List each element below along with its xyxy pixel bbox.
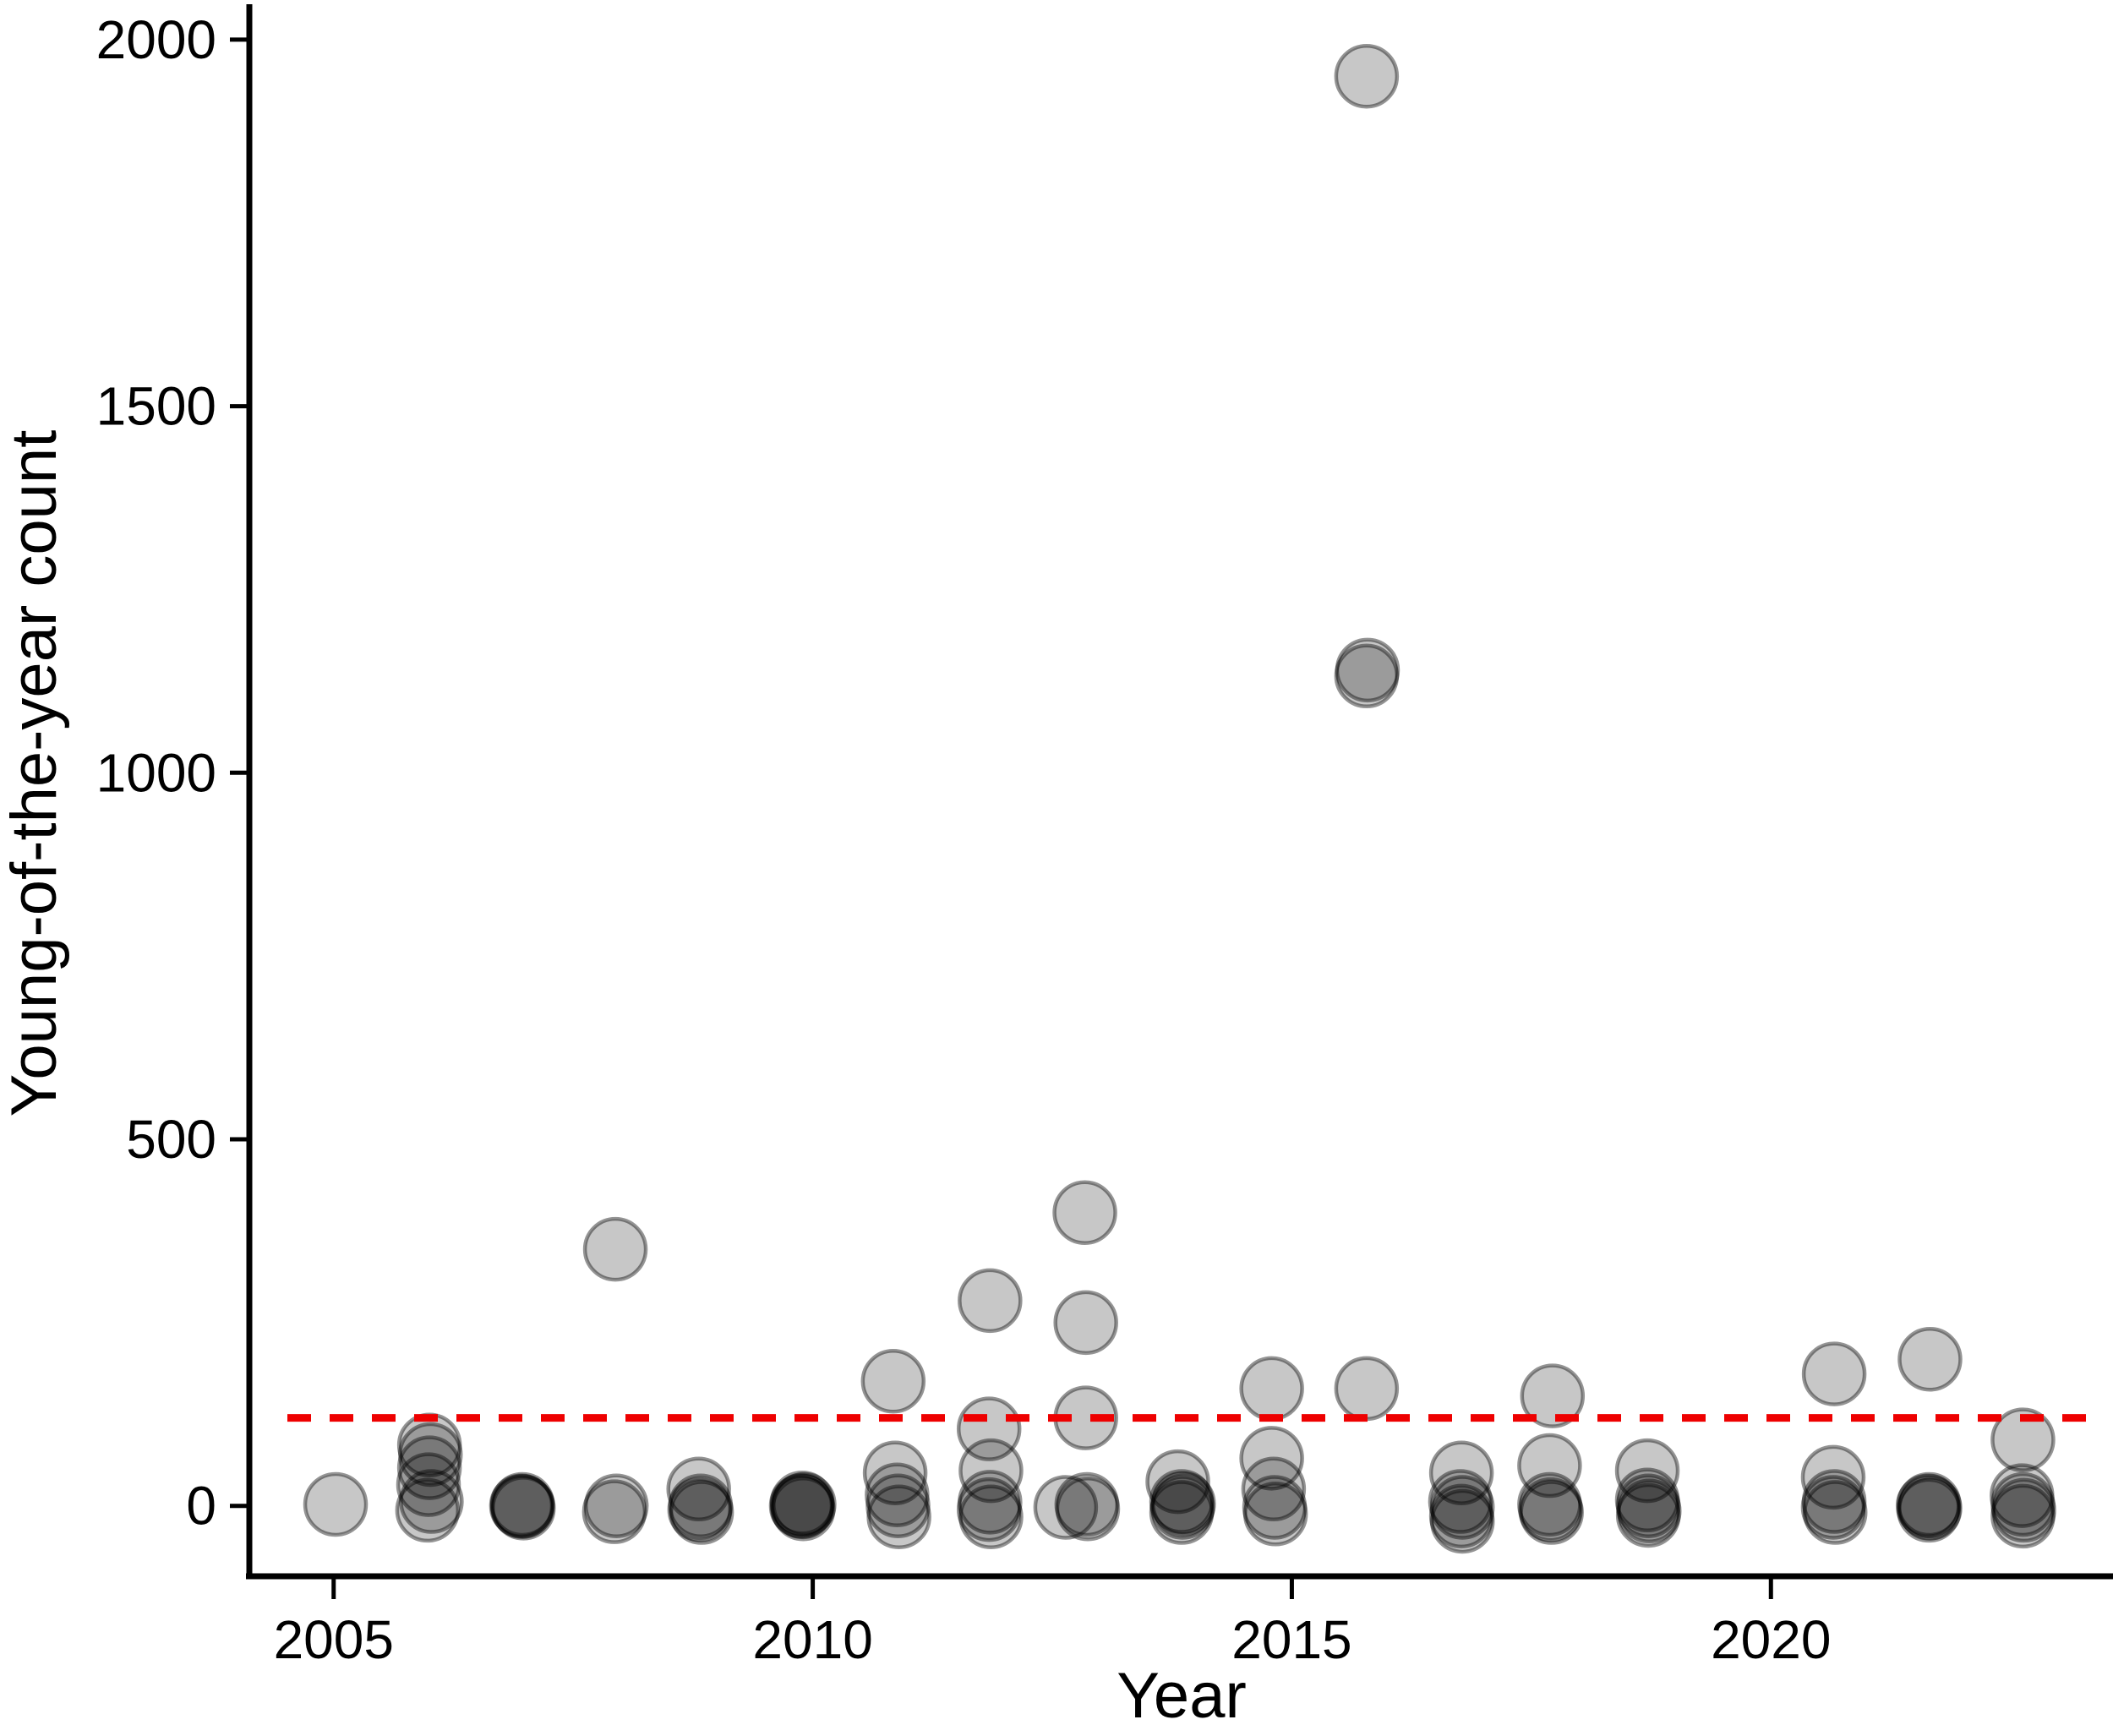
data-point (489, 1471, 555, 1537)
data-point (398, 1422, 463, 1488)
data-point (669, 1480, 734, 1545)
data-point (1241, 1456, 1307, 1522)
data-point (771, 1476, 836, 1542)
data-point (1151, 1471, 1216, 1537)
data-point (958, 1268, 1023, 1334)
data-point (1052, 1180, 1117, 1245)
y-axis-ticks: 0 500 1000 1500 2000 (96, 9, 249, 1537)
data-point (303, 1471, 369, 1537)
data-point (489, 1474, 555, 1539)
data-point (1428, 1469, 1493, 1534)
data-point (1895, 1473, 1961, 1538)
x-axis-ticks: 2005 2010 2015 2020 (274, 1579, 1831, 1670)
data-point (1990, 1471, 2056, 1537)
y-tick-label: 1500 (96, 376, 216, 437)
data-points-layer (303, 43, 2056, 1554)
data-point (1991, 1477, 2056, 1543)
data-point (1149, 1475, 1215, 1540)
data-point (1990, 1407, 2056, 1472)
y-tick-label: 1000 (96, 742, 216, 803)
y-tick-label: 500 (126, 1109, 216, 1170)
data-point (1614, 1467, 1680, 1533)
data-point (1990, 1483, 2056, 1549)
data-point (581, 1479, 647, 1544)
data-point (1517, 1433, 1582, 1499)
data-point (1334, 1356, 1400, 1422)
data-point (396, 1435, 462, 1500)
y-axis-title: Young-of-the-year count (0, 430, 70, 1117)
data-point (1615, 1482, 1681, 1548)
x-tick-label: 2020 (1711, 1609, 1831, 1670)
data-point (666, 1456, 731, 1522)
data-point (1242, 1475, 1308, 1540)
data-point (958, 1438, 1024, 1504)
data-point (956, 1396, 1022, 1461)
y-tick-label: 0 (186, 1476, 216, 1537)
data-point (1242, 1482, 1308, 1547)
data-point (667, 1477, 733, 1542)
data-point (1520, 1363, 1586, 1428)
data-point (395, 1477, 461, 1543)
data-point (1334, 643, 1400, 709)
data-point (1149, 1480, 1215, 1545)
data-point (1519, 1480, 1584, 1545)
x-tick-label: 2015 (1231, 1609, 1351, 1670)
data-point (489, 1473, 554, 1538)
x-tick-label: 2010 (752, 1609, 872, 1670)
data-point (1429, 1475, 1495, 1540)
data-point (1897, 1476, 1963, 1541)
data-point (1800, 1475, 1866, 1540)
data-point (1055, 1476, 1121, 1542)
data-point (1802, 1480, 1868, 1545)
data-point (866, 1484, 931, 1549)
data-point (862, 1440, 928, 1505)
data-point (490, 1476, 556, 1541)
data-point (1428, 1483, 1494, 1549)
data-point (583, 1473, 649, 1538)
data-point (1801, 1469, 1867, 1534)
data-point (1897, 1471, 1962, 1537)
data-point (1145, 1449, 1210, 1515)
data-point (1239, 1356, 1304, 1422)
data-point (582, 1216, 648, 1282)
data-point (769, 1471, 835, 1536)
data-point (1335, 637, 1400, 703)
data-point (769, 1474, 835, 1539)
data-point (958, 1484, 1024, 1549)
data-point (1615, 1473, 1681, 1538)
data-point (865, 1462, 930, 1527)
data-point (396, 1452, 461, 1517)
data-point (1429, 1488, 1495, 1554)
data-point (668, 1473, 734, 1538)
data-point (1617, 1478, 1682, 1544)
data-point (1897, 1477, 1962, 1543)
data-point (1149, 1469, 1215, 1534)
data-point (1033, 1475, 1099, 1540)
x-axis-title: Year (1117, 1660, 1247, 1732)
x-tick-label: 2005 (274, 1609, 394, 1670)
data-point (1614, 1438, 1680, 1504)
data-point (1517, 1471, 1582, 1537)
data-point (1801, 1341, 1867, 1406)
data-point (958, 1470, 1023, 1535)
data-point (399, 1469, 464, 1534)
data-point (1428, 1440, 1494, 1505)
data-point (768, 1473, 834, 1538)
data-point (1518, 1477, 1583, 1542)
data-point (1800, 1444, 1866, 1510)
data-point (1990, 1463, 2055, 1528)
data-point (1054, 1471, 1120, 1537)
data-point (860, 1349, 926, 1414)
data-point (956, 1477, 1022, 1542)
data-point (1334, 43, 1400, 109)
data-point (1053, 1290, 1118, 1356)
data-point (1239, 1426, 1304, 1491)
data-point (865, 1473, 931, 1538)
data-point (772, 1471, 837, 1537)
data-point (1897, 1326, 1963, 1392)
y-tick-label: 2000 (96, 9, 216, 70)
